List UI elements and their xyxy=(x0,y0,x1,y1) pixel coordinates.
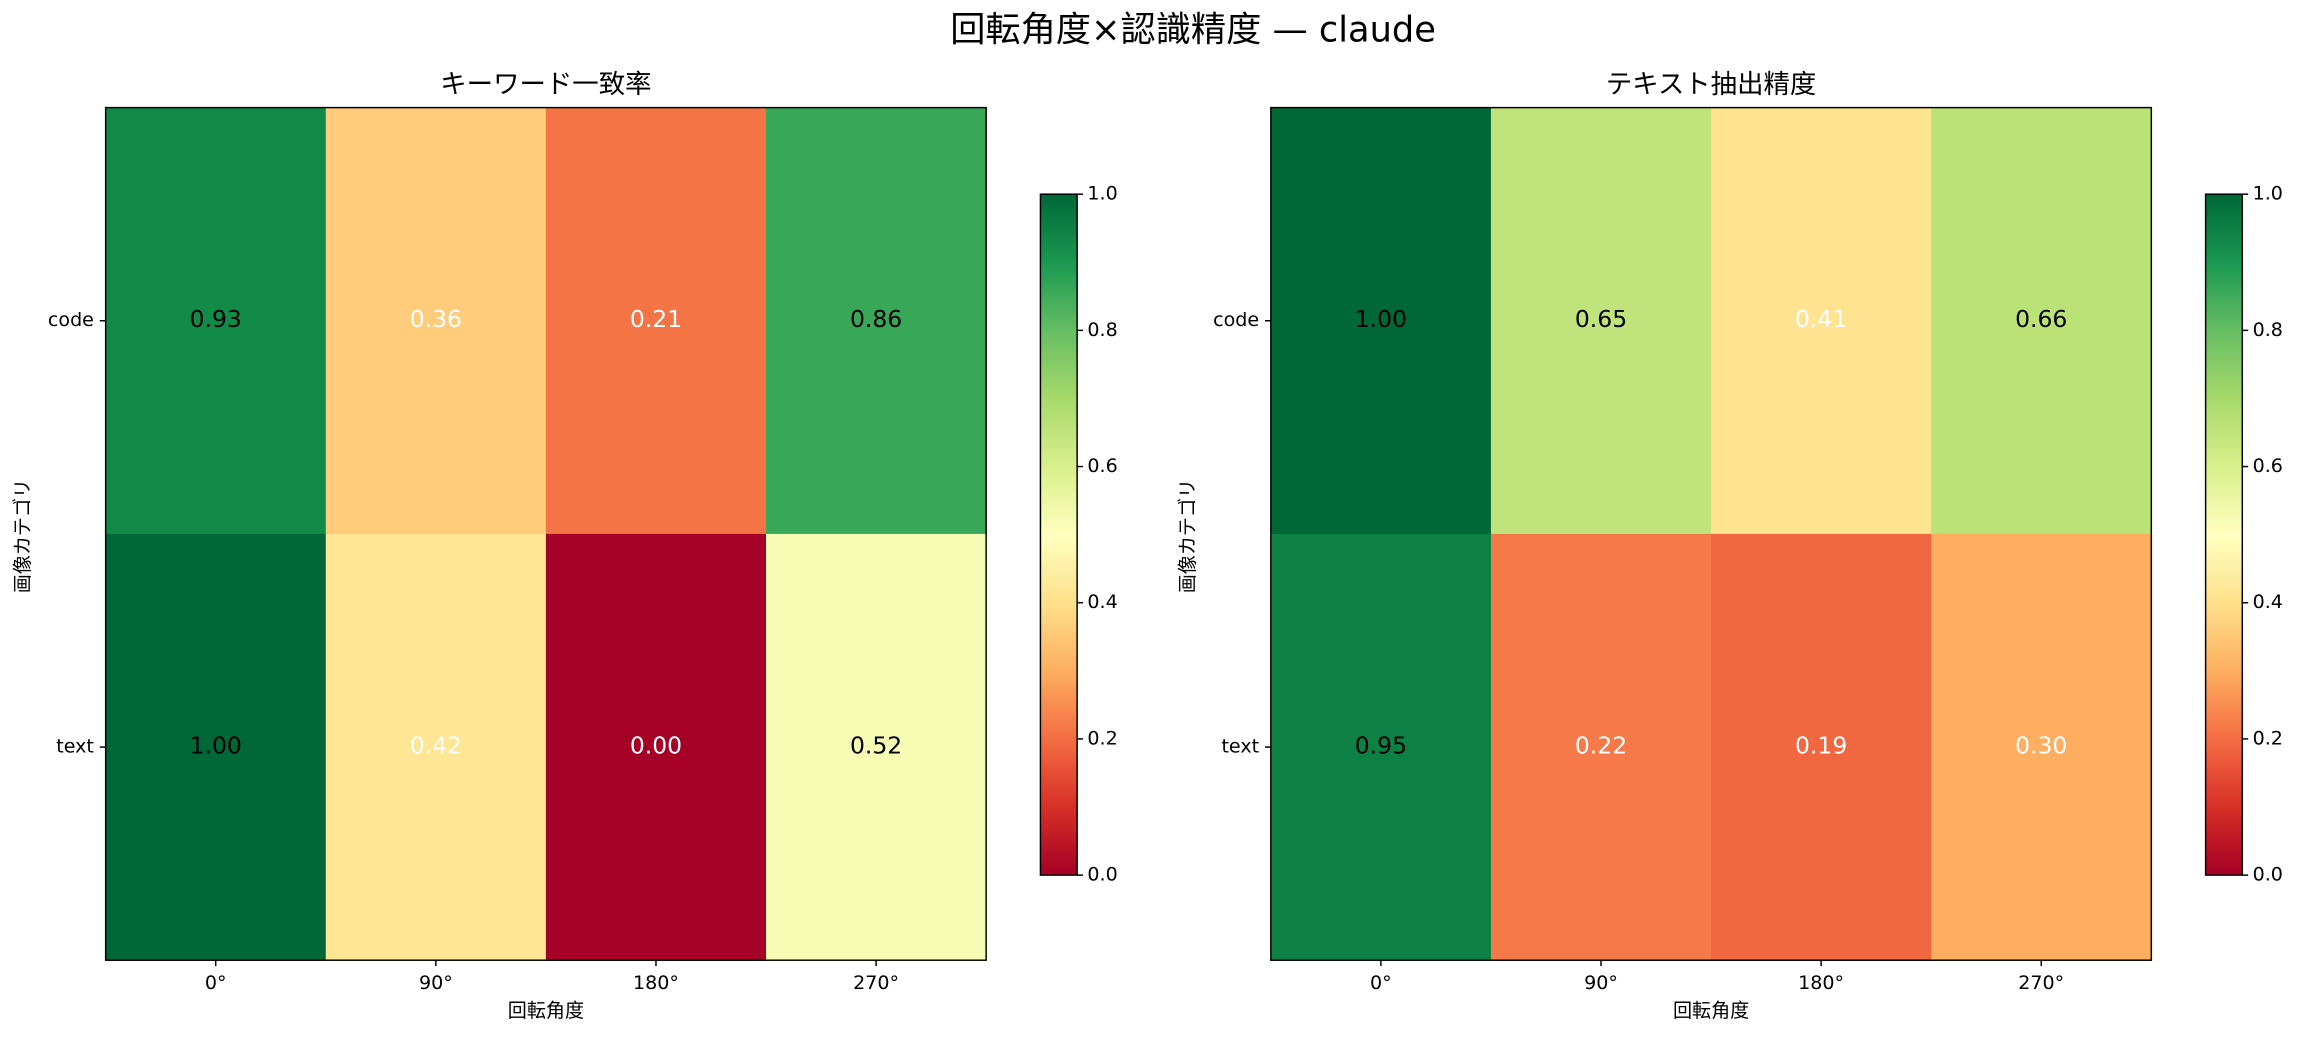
heatmap-cell xyxy=(545,533,767,961)
cell-label: 1.00 xyxy=(190,732,242,760)
colorbar-tick-label: 0.8 xyxy=(2253,319,2283,341)
colorbar-tick-label: 0.6 xyxy=(1087,455,1117,477)
colorbar-tick-label: 1.0 xyxy=(2253,183,2283,205)
heatmap-cell xyxy=(105,107,327,535)
colorbar xyxy=(1039,193,1078,876)
heatmap-cell xyxy=(1931,533,2153,961)
cell-label: 0.22 xyxy=(1575,732,1627,760)
heatmap-cell xyxy=(1270,107,1492,535)
y-tick-label: text xyxy=(56,736,94,758)
y-tick-label: text xyxy=(1221,736,1259,758)
colorbar-tick-label: 0.8 xyxy=(1087,319,1117,341)
x-tick-label: 270° xyxy=(853,972,899,994)
cell-label: 0.00 xyxy=(630,732,682,760)
x-axis-label: 回転角度 xyxy=(1673,1000,1749,1022)
heatmap-cell xyxy=(766,107,987,535)
y-tick-label: code xyxy=(48,309,94,331)
x-tick-label: 180° xyxy=(633,972,679,994)
cell-label: 0.52 xyxy=(850,732,902,760)
cell-label: 0.41 xyxy=(1795,305,1847,333)
subplot-title: テキスト抽出精度 xyxy=(1606,69,1816,100)
colorbar-tick-label: 0.2 xyxy=(1087,727,1117,749)
x-tick-label: 90° xyxy=(1584,972,1618,994)
colorbar-tick-label: 0.4 xyxy=(1087,591,1117,613)
x-tick-label: 270° xyxy=(2018,972,2064,994)
colorbar-tick-label: 0.6 xyxy=(2253,455,2283,477)
colorbar-tick-label: 1.0 xyxy=(1087,183,1117,205)
heatmap-cell xyxy=(105,533,327,961)
figure-title: 回転角度×認識精度 — claude xyxy=(950,9,1436,50)
x-tick-label: 0° xyxy=(205,972,227,994)
cell-label: 0.30 xyxy=(2015,732,2067,760)
x-tick-label: 0° xyxy=(1370,972,1392,994)
axes-frame xyxy=(1270,106,2153,961)
cell-label: 0.19 xyxy=(1795,732,1847,760)
x-tick-label: 180° xyxy=(1798,972,1844,994)
heatmap-cell xyxy=(325,107,547,535)
cell-label: 0.21 xyxy=(630,305,682,333)
y-tick-label: code xyxy=(1213,309,1259,331)
y-axis-label: 画像カテゴリ xyxy=(12,479,34,593)
heatmap-cell xyxy=(325,533,547,961)
heatmap-cell xyxy=(1711,107,1932,535)
x-axis-label: 回転角度 xyxy=(508,1000,584,1022)
cell-label: 0.93 xyxy=(190,305,242,333)
heatmap-cell xyxy=(1931,107,2153,535)
cell-label: 0.42 xyxy=(410,732,462,760)
colorbar-tick-label: 0.2 xyxy=(2253,727,2283,749)
cell-label: 0.36 xyxy=(410,305,462,333)
colorbar-tick-label: 0.0 xyxy=(1087,864,1117,886)
y-axis-label: 画像カテゴリ xyxy=(1177,479,1199,593)
heatmap-cell xyxy=(1711,533,1932,961)
axes-frame xyxy=(104,106,987,961)
cell-label: 0.95 xyxy=(1355,732,1407,760)
colorbar xyxy=(2204,193,2244,876)
colorbar-tick-label: 0.0 xyxy=(2253,864,2283,886)
heatmap-cell xyxy=(1490,107,1712,535)
heatmap-cell xyxy=(766,533,987,961)
cell-label: 1.00 xyxy=(1355,305,1407,333)
subplot-title: キーワード一致率 xyxy=(440,69,651,100)
heatmap-cell xyxy=(1490,533,1712,961)
colorbar-tick-label: 0.4 xyxy=(2253,591,2283,613)
cell-label: 0.65 xyxy=(1575,305,1627,333)
cell-label: 0.66 xyxy=(2015,305,2067,333)
heatmap-cell xyxy=(545,107,767,535)
heatmap-cell xyxy=(1270,533,1492,961)
cell-label: 0.86 xyxy=(850,305,902,333)
x-tick-label: 90° xyxy=(419,972,453,994)
